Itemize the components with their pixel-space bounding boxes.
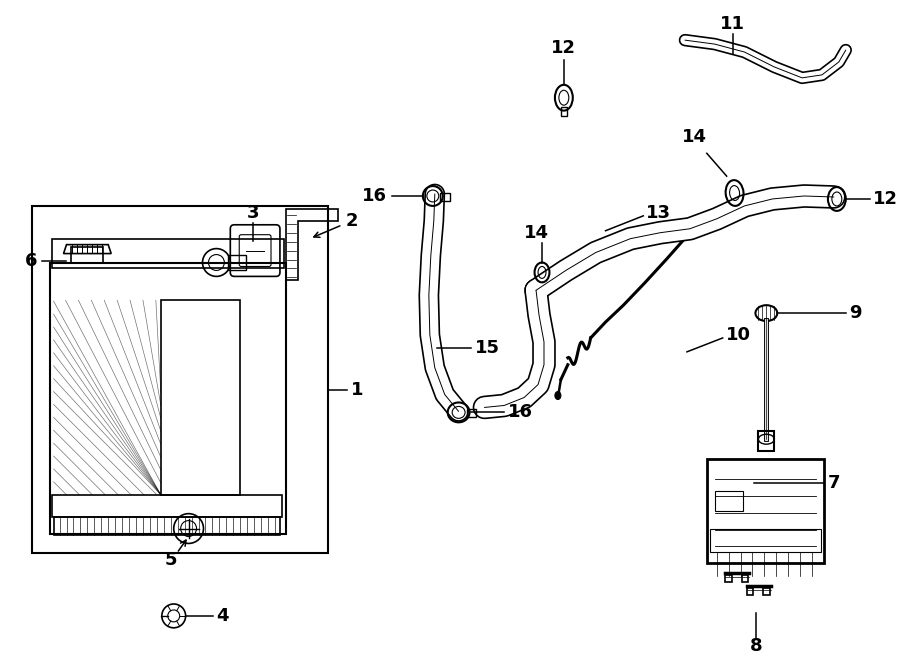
Text: 5: 5 [165, 551, 177, 569]
Bar [746, 588, 753, 595]
Bar [51, 495, 282, 517]
Bar [161, 300, 240, 495]
Bar [742, 575, 749, 582]
Bar [759, 431, 774, 451]
Text: 15: 15 [474, 339, 500, 357]
Text: 4: 4 [216, 607, 229, 625]
Text: 11: 11 [720, 15, 745, 33]
Bar [763, 588, 770, 595]
Ellipse shape [555, 391, 561, 399]
Bar [706, 459, 824, 563]
Text: 13: 13 [646, 204, 671, 222]
Bar [466, 409, 476, 417]
Bar [32, 206, 328, 553]
Bar [51, 239, 284, 268]
Bar [229, 254, 247, 270]
Bar [561, 106, 567, 116]
Text: 14: 14 [682, 128, 707, 147]
Text: 3: 3 [247, 204, 259, 222]
Text: 9: 9 [849, 304, 861, 322]
Text: 2: 2 [346, 212, 358, 230]
Text: 8: 8 [750, 637, 762, 654]
Text: 16: 16 [508, 403, 534, 422]
Text: 12: 12 [552, 39, 576, 57]
Bar [50, 264, 286, 533]
Text: 1: 1 [351, 381, 364, 399]
Bar [710, 529, 821, 553]
Text: 16: 16 [362, 187, 387, 205]
Bar [715, 491, 742, 511]
Bar [54, 517, 280, 535]
Bar [724, 575, 732, 582]
Text: 12: 12 [873, 190, 897, 208]
Text: 6: 6 [25, 252, 38, 270]
Text: 14: 14 [524, 223, 549, 242]
Bar [440, 193, 450, 201]
Text: 7: 7 [828, 474, 841, 492]
Bar [71, 247, 104, 262]
Text: 10: 10 [725, 326, 751, 344]
